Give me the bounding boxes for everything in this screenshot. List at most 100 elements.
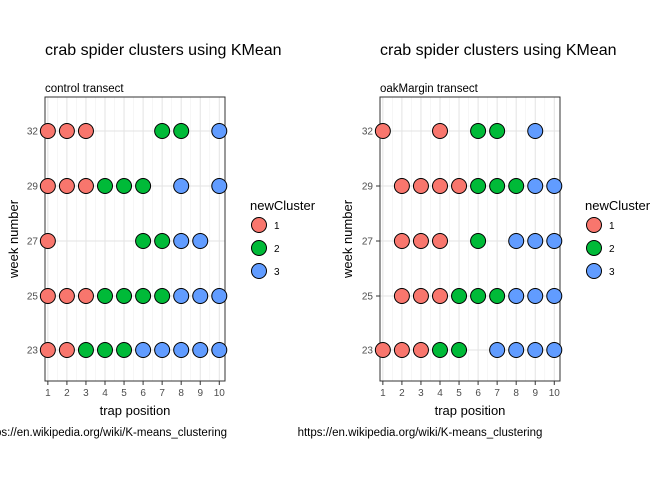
data-point-cluster-2: [97, 178, 113, 194]
x-tick-label: 6: [475, 388, 481, 399]
data-point-cluster-1: [58, 123, 75, 139]
y-tick-label: 27: [362, 237, 374, 248]
x-tick-label: 4: [437, 388, 443, 399]
y-tick-label: 32: [362, 127, 374, 138]
data-point-cluster-2: [489, 178, 506, 194]
data-point-cluster-3: [192, 288, 209, 304]
data-point-cluster-1: [58, 178, 75, 194]
x-axis-title: trap position: [435, 403, 506, 418]
data-point-cluster-2: [451, 342, 468, 358]
x-axis-title: trap position: [100, 403, 171, 418]
legend-key-3: [586, 263, 602, 279]
legend-key-1: [251, 217, 267, 233]
data-point-cluster-2: [470, 178, 487, 194]
data-point-cluster-2: [97, 342, 113, 358]
x-tick-label: 1: [45, 388, 51, 399]
data-point-cluster-2: [154, 123, 171, 139]
y-tick-label: 29: [27, 182, 39, 193]
data-point-cluster-1: [374, 123, 391, 139]
data-point-cluster-1: [39, 342, 56, 358]
data-point-cluster-3: [508, 288, 525, 304]
data-point-cluster-1: [58, 288, 75, 304]
y-tick-label: 32: [27, 127, 39, 138]
data-point-cluster-1: [58, 342, 75, 358]
x-tick-label: 10: [549, 388, 561, 399]
data-point-cluster-2: [135, 233, 152, 249]
y-axis-title: week number: [6, 199, 21, 279]
data-point-cluster-1: [393, 233, 410, 249]
y-tick-label: 23: [27, 346, 39, 357]
x-tick-label: 5: [121, 388, 127, 399]
legend-label: 1: [274, 221, 280, 232]
chart-subtitle: control transect: [45, 83, 124, 95]
data-point-cluster-1: [374, 342, 391, 358]
x-tick-label: 1: [380, 388, 386, 399]
x-tick-label: 8: [178, 388, 184, 399]
data-point-cluster-3: [211, 342, 228, 358]
y-axis-title: week number: [340, 199, 355, 279]
data-point-cluster-3: [173, 288, 190, 304]
data-point-cluster-1: [77, 178, 94, 194]
data-point-cluster-3: [527, 288, 544, 304]
x-tick-label: 2: [64, 388, 70, 399]
data-point-cluster-2: [470, 288, 487, 304]
legend-label: 2: [609, 244, 615, 255]
data-point-cluster-1: [39, 288, 56, 304]
data-point-cluster-2: [470, 123, 487, 139]
x-tick-label: 5: [456, 388, 462, 399]
x-tick-label: 8: [513, 388, 519, 399]
data-point-cluster-2: [432, 342, 448, 358]
data-point-cluster-3: [527, 178, 544, 194]
y-tick-label: 25: [27, 292, 39, 303]
legend: newCluster 1 2 3: [250, 198, 316, 279]
data-point-cluster-2: [173, 123, 190, 139]
data-point-cluster-1: [77, 123, 94, 139]
data-point-cluster-2: [154, 233, 171, 249]
chart-subtitle: oakMargin transect: [380, 83, 479, 95]
data-point-cluster-2: [77, 342, 94, 358]
x-tick-label: 3: [83, 388, 89, 399]
data-point-cluster-3: [192, 233, 209, 249]
data-point-cluster-3: [173, 342, 190, 358]
data-point-cluster-3: [508, 233, 525, 249]
x-tick-label: 2: [399, 388, 405, 399]
data-point-cluster-3: [527, 233, 544, 249]
data-point-cluster-2: [135, 178, 152, 194]
data-point-cluster-1: [412, 233, 429, 249]
chart-panel-2: crab spider clusters using KMean oakMargi…: [298, 42, 651, 439]
data-point-cluster-2: [135, 288, 152, 304]
data-point-cluster-3: [173, 178, 190, 194]
data-point-cluster-2: [508, 178, 525, 194]
x-tick-label: 3: [418, 388, 424, 399]
data-point-cluster-3: [489, 342, 506, 358]
x-tick-label: 7: [159, 388, 165, 399]
y-tick-label: 27: [27, 237, 39, 248]
data-point-cluster-1: [39, 233, 56, 249]
data-point-cluster-3: [546, 178, 563, 194]
data-point-cluster-1: [432, 178, 448, 194]
data-point-cluster-3: [192, 342, 209, 358]
x-tick-label: 4: [102, 388, 108, 399]
data-point-cluster-2: [489, 123, 506, 139]
legend-label: 3: [274, 267, 280, 278]
y-tick-label: 25: [362, 292, 374, 303]
x-tick-label: 10: [214, 388, 226, 399]
legend-label: 1: [609, 221, 615, 232]
data-point-cluster-3: [546, 342, 563, 358]
data-point-cluster-3: [527, 342, 544, 358]
data-point-cluster-3: [211, 123, 228, 139]
data-point-cluster-1: [412, 342, 429, 358]
data-point-cluster-1: [432, 123, 448, 139]
data-point-cluster-1: [77, 288, 94, 304]
y-tick-label: 29: [362, 182, 374, 193]
data-point-cluster-1: [39, 178, 56, 194]
legend-title: newCluster: [250, 198, 316, 213]
legend-label: 3: [609, 267, 615, 278]
data-point-cluster-2: [451, 288, 468, 304]
data-point-cluster-1: [412, 288, 429, 304]
legend-key-3: [251, 263, 267, 279]
data-point-cluster-2: [470, 233, 487, 249]
legend-label: 2: [274, 244, 280, 255]
data-point-cluster-2: [97, 288, 113, 304]
